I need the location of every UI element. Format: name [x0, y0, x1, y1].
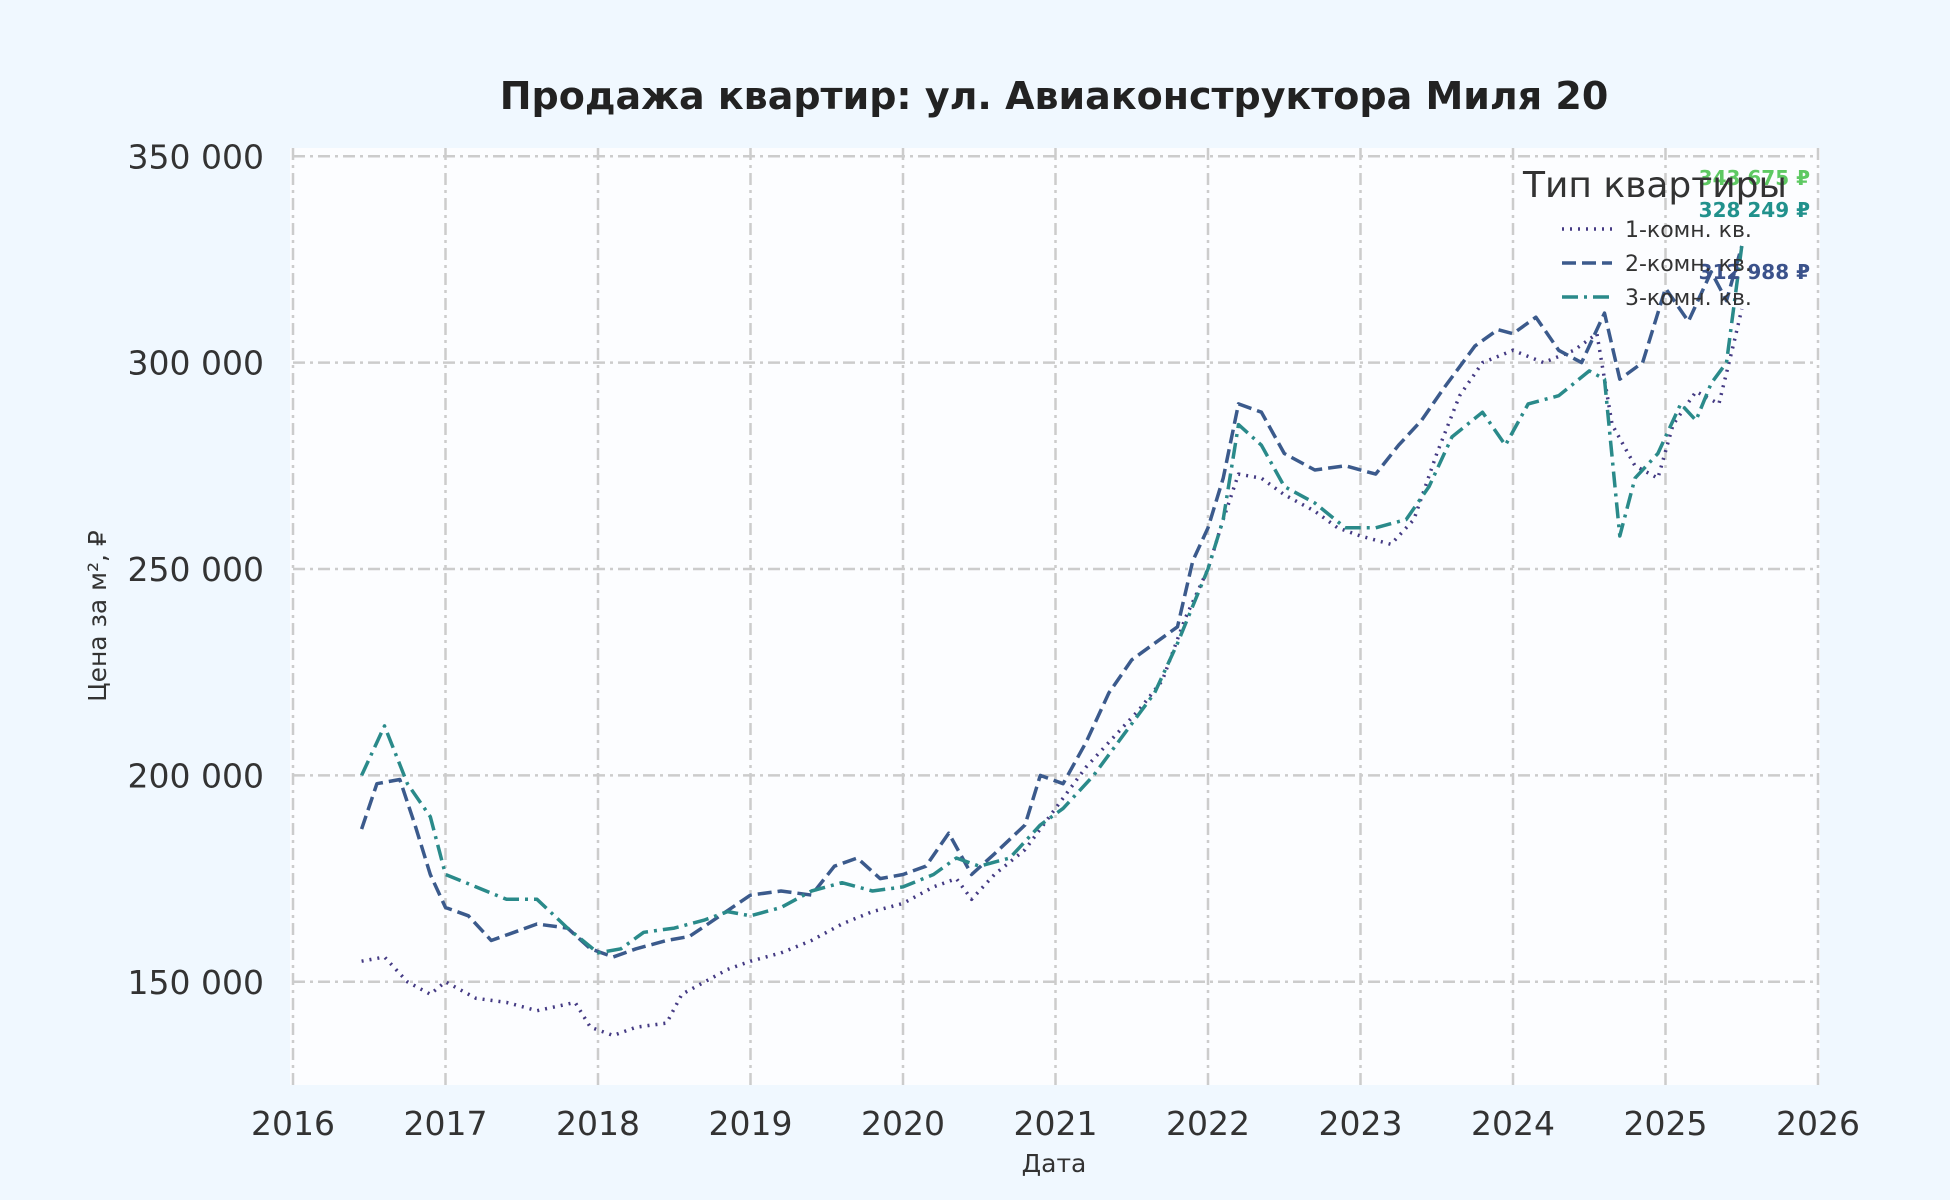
x-tick-label: 2025 — [1624, 1104, 1708, 1143]
x-tick-label: 2018 — [556, 1104, 640, 1143]
end-value-label: 328 249 ₽ — [1699, 198, 1810, 222]
x-axis-label: Дата — [1022, 1149, 1087, 1178]
x-tick-label: 2023 — [1319, 1104, 1403, 1143]
legend-items: 1-комн. кв. 2-комн. кв. 3-комн. кв. — [1562, 218, 1752, 311]
legend-item-label: 3-комн. кв. — [1625, 286, 1752, 311]
series-line-2 — [359, 245, 1744, 959]
legend-title: Тип квартиры — [1522, 165, 1787, 206]
y-tick-label: 250 000 — [128, 550, 264, 589]
y-tick-label: 200 000 — [128, 756, 264, 795]
y-tick-label: 300 000 — [128, 344, 264, 383]
y-tick-label: 350 000 — [128, 137, 264, 176]
y-tick-labels: 150 000 200 000 250 000 300 000 350 000 — [128, 137, 264, 1002]
end-value-label: 343 675 ₽ — [1699, 166, 1810, 190]
series-line-1 — [361, 308, 1744, 1038]
y-tick-label: 150 000 — [128, 963, 264, 1002]
x-tick-label: 2016 — [251, 1104, 335, 1143]
grid-lines — [291, 148, 1820, 1085]
series-line-3 — [360, 245, 1744, 955]
x-tick-label: 2021 — [1014, 1104, 1098, 1143]
x-tick-label: 2017 — [404, 1104, 488, 1143]
legend-item-label: 2-комн. кв. — [1625, 252, 1752, 277]
legend-item-label: 1-комн. кв. — [1625, 218, 1752, 243]
legend: Тип квартиры 1-комн. кв. 2-комн. кв. 3-ком… — [1522, 165, 1787, 311]
series-layer — [359, 245, 1744, 1038]
x-tick-label: 2024 — [1471, 1104, 1555, 1143]
x-tick-label: 2020 — [861, 1104, 945, 1143]
chart-title: Продажа квартир: ул. Авиаконструктора Ми… — [500, 74, 1609, 118]
y-axis-label: Цена за м², ₽ — [83, 530, 112, 702]
end-labels: 343 675 ₽ 328 249 ₽ 312 988 ₽ — [1699, 166, 1810, 284]
end-value-label: 312 988 ₽ — [1699, 260, 1810, 284]
x-tick-labels: 2016 2017 2018 2019 2020 2021 2022 2023 2024 2025… — [251, 1104, 1860, 1143]
x-tick-label: 2022 — [1166, 1104, 1250, 1143]
x-tick-label: 2019 — [709, 1104, 793, 1143]
x-tick-label: 2026 — [1776, 1104, 1860, 1143]
